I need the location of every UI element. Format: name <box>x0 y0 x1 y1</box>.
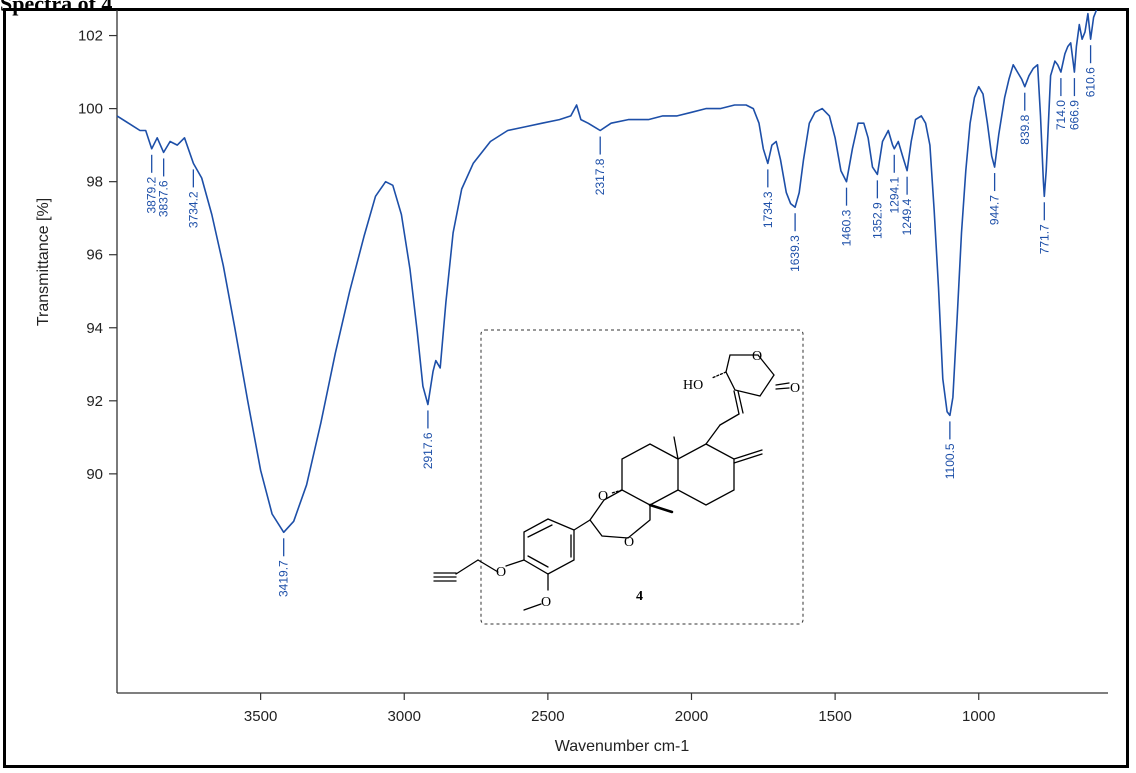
atom-label-dioxane-o1: O <box>598 489 608 504</box>
y-tick-label: 92 <box>86 393 103 410</box>
x-ticks: 3500 3000 2500 2000 1500 1000 <box>244 693 995 725</box>
y-tick-label: 90 <box>86 466 103 483</box>
peak-label: 1249.4 <box>900 176 914 235</box>
peak-label-text: 3734.2 <box>186 191 200 228</box>
peak-label-text: 944.7 <box>988 195 1002 225</box>
atom-label-ring-o: O <box>752 349 762 364</box>
peak-label: 3837.6 <box>157 158 171 217</box>
x-tick-label: 1500 <box>818 708 851 725</box>
peak-label: 839.8 <box>1018 92 1032 145</box>
y-tick-label: 100 <box>78 101 103 118</box>
inset-border <box>480 329 804 625</box>
peak-label-text: 666.9 <box>1067 100 1081 130</box>
peak-label: 944.7 <box>988 173 1002 225</box>
peak-label: 666.9 <box>1067 78 1081 130</box>
peak-label: 2917.6 <box>421 410 435 469</box>
atom-label-carbonyl-o: O <box>790 381 800 396</box>
x-tick-label: 2000 <box>675 708 708 725</box>
peak-label: 610.6 <box>1084 45 1098 97</box>
peak-label-text: 3879.2 <box>145 176 159 213</box>
x-tick-label: 3500 <box>244 708 277 725</box>
y-tick-label: 96 <box>86 247 103 264</box>
peak-label: 714.0 <box>1054 78 1068 130</box>
y-ticks: 90 92 94 96 98 100 102 <box>78 28 117 483</box>
figure-frame <box>3 8 1129 768</box>
peak-label-text: 1734.3 <box>761 191 775 228</box>
peak-label-text: 3419.7 <box>277 560 291 597</box>
peak-label: 1352.9 <box>870 180 884 239</box>
peak-label-text: 1639.3 <box>788 235 802 272</box>
peak-label: 1460.3 <box>840 187 854 246</box>
series-layer <box>116 9 1098 534</box>
y-tick-label: 94 <box>86 320 103 337</box>
structure-inset: O O HO O O O O 4 <box>433 329 804 625</box>
peak-label-text: 1460.3 <box>840 209 854 246</box>
peak-label: 1639.3 <box>788 213 802 272</box>
peak-label-text: 2317.8 <box>593 158 607 195</box>
peak-label-text: 3837.6 <box>157 180 171 217</box>
x-tick-label: 2500 <box>531 708 564 725</box>
y-tick-label: 102 <box>78 28 103 45</box>
x-tick-label: 3000 <box>388 708 421 725</box>
peak-label-text: 1100.5 <box>943 443 957 479</box>
atom-label-ether-o: O <box>496 565 506 580</box>
atom-label-dioxane-o2: O <box>624 535 634 550</box>
peak-label: 3419.7 <box>277 538 291 597</box>
peak-label-text: 1294.1 <box>887 176 901 213</box>
y-axis-title: Transmittance [%] <box>35 198 52 326</box>
x-tick-label: 1000 <box>962 708 995 725</box>
atom-label-hydroxyl: HO <box>683 378 703 393</box>
peak-label: 1734.3 <box>761 169 775 228</box>
molecule-atom-labels: O O HO O O O O 4 <box>496 349 800 610</box>
peak-label-text: 1249.4 <box>900 198 914 235</box>
peak-label-text: 771.7 <box>1037 224 1051 254</box>
peak-label: 3734.2 <box>186 169 200 228</box>
peak-label-text: 839.8 <box>1018 114 1032 144</box>
x-axis-title: Wavenumber cm-1 <box>555 738 690 755</box>
y-tick-label: 98 <box>86 174 103 191</box>
spectrum-line <box>116 9 1098 534</box>
molecule-bonds <box>433 354 790 611</box>
compound-number: 4 <box>636 589 643 604</box>
peak-label-text: 1352.9 <box>870 202 884 239</box>
peak-label: 3879.2 <box>145 154 159 213</box>
peak-label: 1294.1 <box>887 154 901 213</box>
peak-label-text: 2917.6 <box>421 432 435 469</box>
peak-label: 1100.5 <box>943 421 957 479</box>
peak-label-text: 610.6 <box>1084 67 1098 97</box>
atom-label-methoxy-o: O <box>541 595 551 610</box>
peak-label: 771.7 <box>1037 202 1051 254</box>
peak-label-text: 714.0 <box>1054 100 1068 130</box>
peak-label: 2317.8 <box>593 136 607 195</box>
